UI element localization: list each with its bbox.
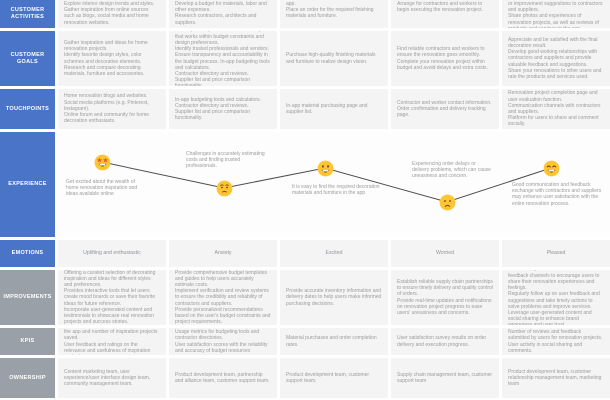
goals-cell-5: Appreciate and be satisfied with the fin… — [502, 31, 610, 86]
ownership-cell-2: Product development team, partnership an… — [169, 358, 277, 398]
touchpoints-cell-1: Home renovation blogs and websites. Soci… — [58, 89, 166, 129]
kpis-cell-3: Material purchases and order completion … — [280, 328, 388, 355]
worried-emoji-icon — [216, 180, 233, 197]
improvements-cell-5: Provide easy-to-use evaluation and feedb… — [502, 270, 610, 325]
row-label-customer-goals: CUSTOMER GOALS — [0, 31, 55, 86]
kpis-cell-2: Usage metrics for budgeting tools and co… — [169, 328, 277, 355]
improvements-cell-2: Provide comprehensive budget templates a… — [169, 270, 277, 325]
star-struck-emoji-icon — [94, 154, 111, 171]
improvements-cell-1: Offering a curated selection of decorati… — [58, 270, 166, 325]
emotion-cell-4: Worried — [391, 240, 499, 267]
grin-emoji-icon — [543, 160, 560, 177]
ownership-cell-5: Product development team, customer relat… — [502, 358, 610, 398]
emotion-cell-3: Excited — [280, 240, 388, 267]
improvements-cell-3: Provide accurate inventory information a… — [280, 270, 388, 325]
row-label-experience: EXPERIENCE — [0, 132, 55, 237]
activities-cell-5: or improvement suggestions to contractor… — [502, 0, 610, 28]
touchpoints-cell-3: In-app material purchasing page and supp… — [280, 89, 388, 129]
activities-cell-1: Explore interior design trends and style… — [58, 0, 166, 28]
row-label-customer-activities: CUSTOMER ACTIVITIES — [0, 0, 55, 28]
emotion-cell-5: Pleased — [502, 240, 610, 267]
experience-note-1: Get excited about the wealth of home ren… — [66, 179, 138, 198]
experience-note-2: Challenges in accurately estimating cost… — [186, 151, 265, 170]
touchpoints-cell-5: Renovation project completion page and u… — [502, 89, 610, 129]
kpis-cell-1: App usage metrics such as time spent on … — [58, 328, 166, 355]
ownership-cell-1: Content marketing team, user experience/… — [58, 358, 166, 398]
emotion-cell-2: Anxiety — [169, 240, 277, 267]
row-label-kpis: KPIs — [0, 328, 55, 355]
experience-curve-area: Get excited about the wealth of home ren… — [58, 132, 610, 237]
ownership-cell-4: Supply chain management team, customer s… — [391, 358, 499, 398]
touchpoints-cell-2: In-app budgeting tools and calculators. … — [169, 89, 277, 129]
activities-cell-4: Arrange for contractors and workers to b… — [391, 0, 499, 28]
frown-emoji-icon — [439, 194, 456, 211]
goals-cell-3: Purchase high-quality finishing material… — [280, 31, 388, 86]
activities-cell-3: app. Place an order for the required fin… — [280, 0, 388, 28]
experience-note-3: It is easy to find the required decorati… — [292, 184, 380, 197]
activities-cell-2: Develop a budget for materials, labor an… — [169, 0, 277, 28]
goals-cell-2: Develop a comprehensive renovation plan … — [169, 31, 277, 86]
kpis-cell-4: User satisfaction survey results on orde… — [391, 328, 499, 355]
touchpoints-cell-4: Contractor and worker contact informatio… — [391, 89, 499, 129]
experience-note-5: Good communication and feedback exchange… — [512, 182, 602, 207]
row-label-improvements: IMPROVEMENTS — [0, 270, 55, 325]
ownership-cell-3: Product development team, customer suppo… — [280, 358, 388, 398]
emotion-cell-1: Uplifting and enthusiastic — [58, 240, 166, 267]
row-label-touchpoints: TOUCHPOINTS — [0, 89, 55, 129]
row-label-ownership: OWNERSHIP — [0, 358, 55, 398]
kpis-cell-5: Number of reviews and feedback submitted… — [502, 328, 610, 355]
row-label-emotions: EMOTIONS — [0, 240, 55, 267]
goals-cell-1: Gather inspiration and ideas for home re… — [58, 31, 166, 86]
experience-note-4: Experiencing order delays or delivery pr… — [412, 161, 491, 180]
improvements-cell-4: Establish reliable supply chain partners… — [391, 270, 499, 325]
open-smile-emoji-icon — [317, 160, 334, 177]
goals-cell-4: Find reliable contractors and workers to… — [391, 31, 499, 86]
